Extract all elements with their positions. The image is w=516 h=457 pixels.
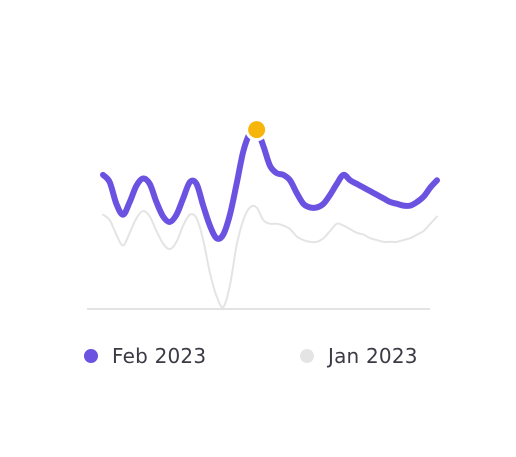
legend-dot-feb-2023	[84, 349, 98, 363]
series-line-feb-2023	[100, 125, 440, 242]
highlight-point-feb-2023[interactable]	[245, 118, 269, 142]
legend-dot-jan-2023	[300, 349, 314, 363]
series-line-jan-2023	[102, 204, 438, 309]
legend-label-jan-2023: Jan 2023	[328, 344, 418, 368]
legend-item-feb-2023[interactable]: Feb 2023	[84, 340, 206, 372]
legend-label-feb-2023: Feb 2023	[112, 344, 207, 368]
chart-legend: Feb 2023 Jan 2023	[84, 340, 444, 372]
legend-item-jan-2023[interactable]: Jan 2023	[300, 340, 418, 372]
